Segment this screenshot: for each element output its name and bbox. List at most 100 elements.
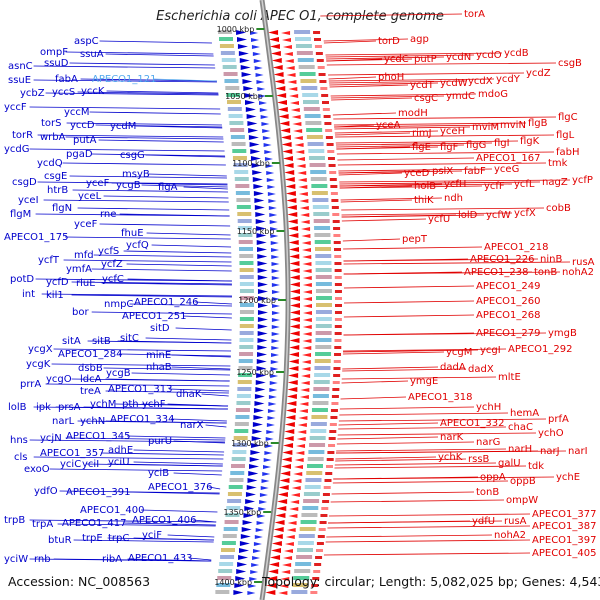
gene-connector [63, 259, 232, 263]
feature-bar [320, 514, 328, 517]
red-arrow [284, 170, 295, 175]
blue-arrow [237, 37, 248, 42]
gene-label: yciU [108, 457, 130, 468]
gene-connector [89, 111, 221, 115]
gene-connector [338, 422, 439, 426]
blue-arrow [271, 248, 280, 252]
feature-bar [218, 569, 233, 573]
red-arrow [298, 185, 308, 189]
blue-arrow [254, 535, 263, 539]
red-arrow [289, 247, 300, 252]
kbp-label: 1100 kbp [232, 159, 270, 168]
feature-bar [230, 471, 245, 475]
feature-bar [312, 205, 329, 209]
feature-bar [311, 584, 319, 587]
red-arrow [302, 248, 312, 252]
feature-bar [334, 311, 342, 314]
blue-arrow [248, 464, 259, 469]
feature-bar [310, 422, 327, 426]
blue-arrow [257, 317, 268, 322]
gene-connector [91, 311, 232, 315]
red-arrow [286, 198, 297, 203]
gene-label: tmk [548, 158, 568, 169]
blue-arrow [236, 30, 247, 35]
feature-bar [334, 262, 342, 265]
red-arrow [277, 499, 288, 504]
blue-arrow [252, 556, 261, 560]
gene-connector [335, 456, 437, 460]
blue-arrow [266, 430, 275, 434]
gene-label: trpE [82, 533, 103, 544]
feature-bar [312, 394, 329, 398]
gene-connector [341, 207, 545, 211]
feature-bar [334, 346, 342, 349]
feature-bar [321, 94, 329, 97]
feature-bar [228, 485, 243, 489]
gene-label: dhaK [176, 389, 202, 400]
gene-connector [333, 122, 527, 126]
feature-bar [302, 506, 319, 510]
feature-bar [239, 296, 254, 300]
feature-bar [307, 457, 324, 461]
red-arrow [301, 227, 311, 231]
blue-arrow [256, 233, 267, 238]
blue-arrow [238, 548, 249, 553]
blue-arrow [238, 51, 249, 56]
red-arrow [302, 332, 312, 336]
feature-bar [315, 282, 332, 286]
gene-connector [343, 348, 507, 352]
red-arrow [270, 555, 281, 560]
gene-connector [168, 388, 230, 392]
red-arrow [276, 506, 287, 511]
gene-connector [339, 412, 509, 416]
red-arrow [282, 45, 292, 49]
feature-bar [322, 108, 330, 111]
gene-connector [331, 97, 413, 101]
gene-connector [64, 236, 231, 240]
feature-bar [231, 142, 246, 146]
feature-bar [300, 79, 317, 83]
blue-arrow [245, 492, 256, 497]
gene-label: sitD [150, 323, 170, 334]
feature-bar [305, 121, 322, 125]
genome-summary: Topology: circular; Length: 5,082,025 bp… [262, 574, 600, 589]
gene-label: ndh [444, 193, 463, 204]
red-arrow [287, 80, 297, 84]
gene-connector [167, 534, 215, 538]
gene-label: dadA [440, 362, 466, 373]
blue-arrow [250, 570, 259, 574]
feature-bar [314, 38, 322, 41]
gene-label: APECO1_313 [108, 384, 173, 395]
gene-label: narI [568, 446, 588, 457]
feature-bar [234, 170, 249, 174]
feature-bar [220, 51, 235, 55]
gene-connector [103, 195, 229, 199]
gene-label: APECO1_292 [508, 344, 573, 355]
feature-bar [220, 548, 235, 552]
blue-arrow [257, 310, 268, 315]
blue-arrow [270, 374, 279, 378]
gene-connector [126, 435, 226, 439]
blue-arrow [269, 381, 278, 385]
gene-connector [337, 157, 475, 161]
blue-arrow [233, 590, 244, 595]
gene-label: flgB [528, 118, 548, 129]
feature-bar [226, 506, 241, 510]
feature-bar [314, 45, 322, 48]
blue-arrow [256, 366, 267, 371]
blue-arrow [265, 437, 274, 441]
gene-connector [343, 258, 539, 262]
gene-label: narL [52, 416, 75, 427]
red-arrow [301, 374, 311, 378]
gene-label: APECO1_345 [66, 431, 131, 442]
gene-label: yceF [74, 219, 98, 230]
blue-arrow [250, 156, 261, 161]
red-arrow [298, 409, 308, 413]
gene-connector [133, 537, 214, 541]
accession-label: Accession: NC_008563 [8, 574, 151, 589]
gene-connector [140, 509, 218, 513]
feature-bar [333, 374, 341, 377]
gene-label: pepT [402, 234, 428, 245]
blue-arrow [271, 255, 280, 259]
